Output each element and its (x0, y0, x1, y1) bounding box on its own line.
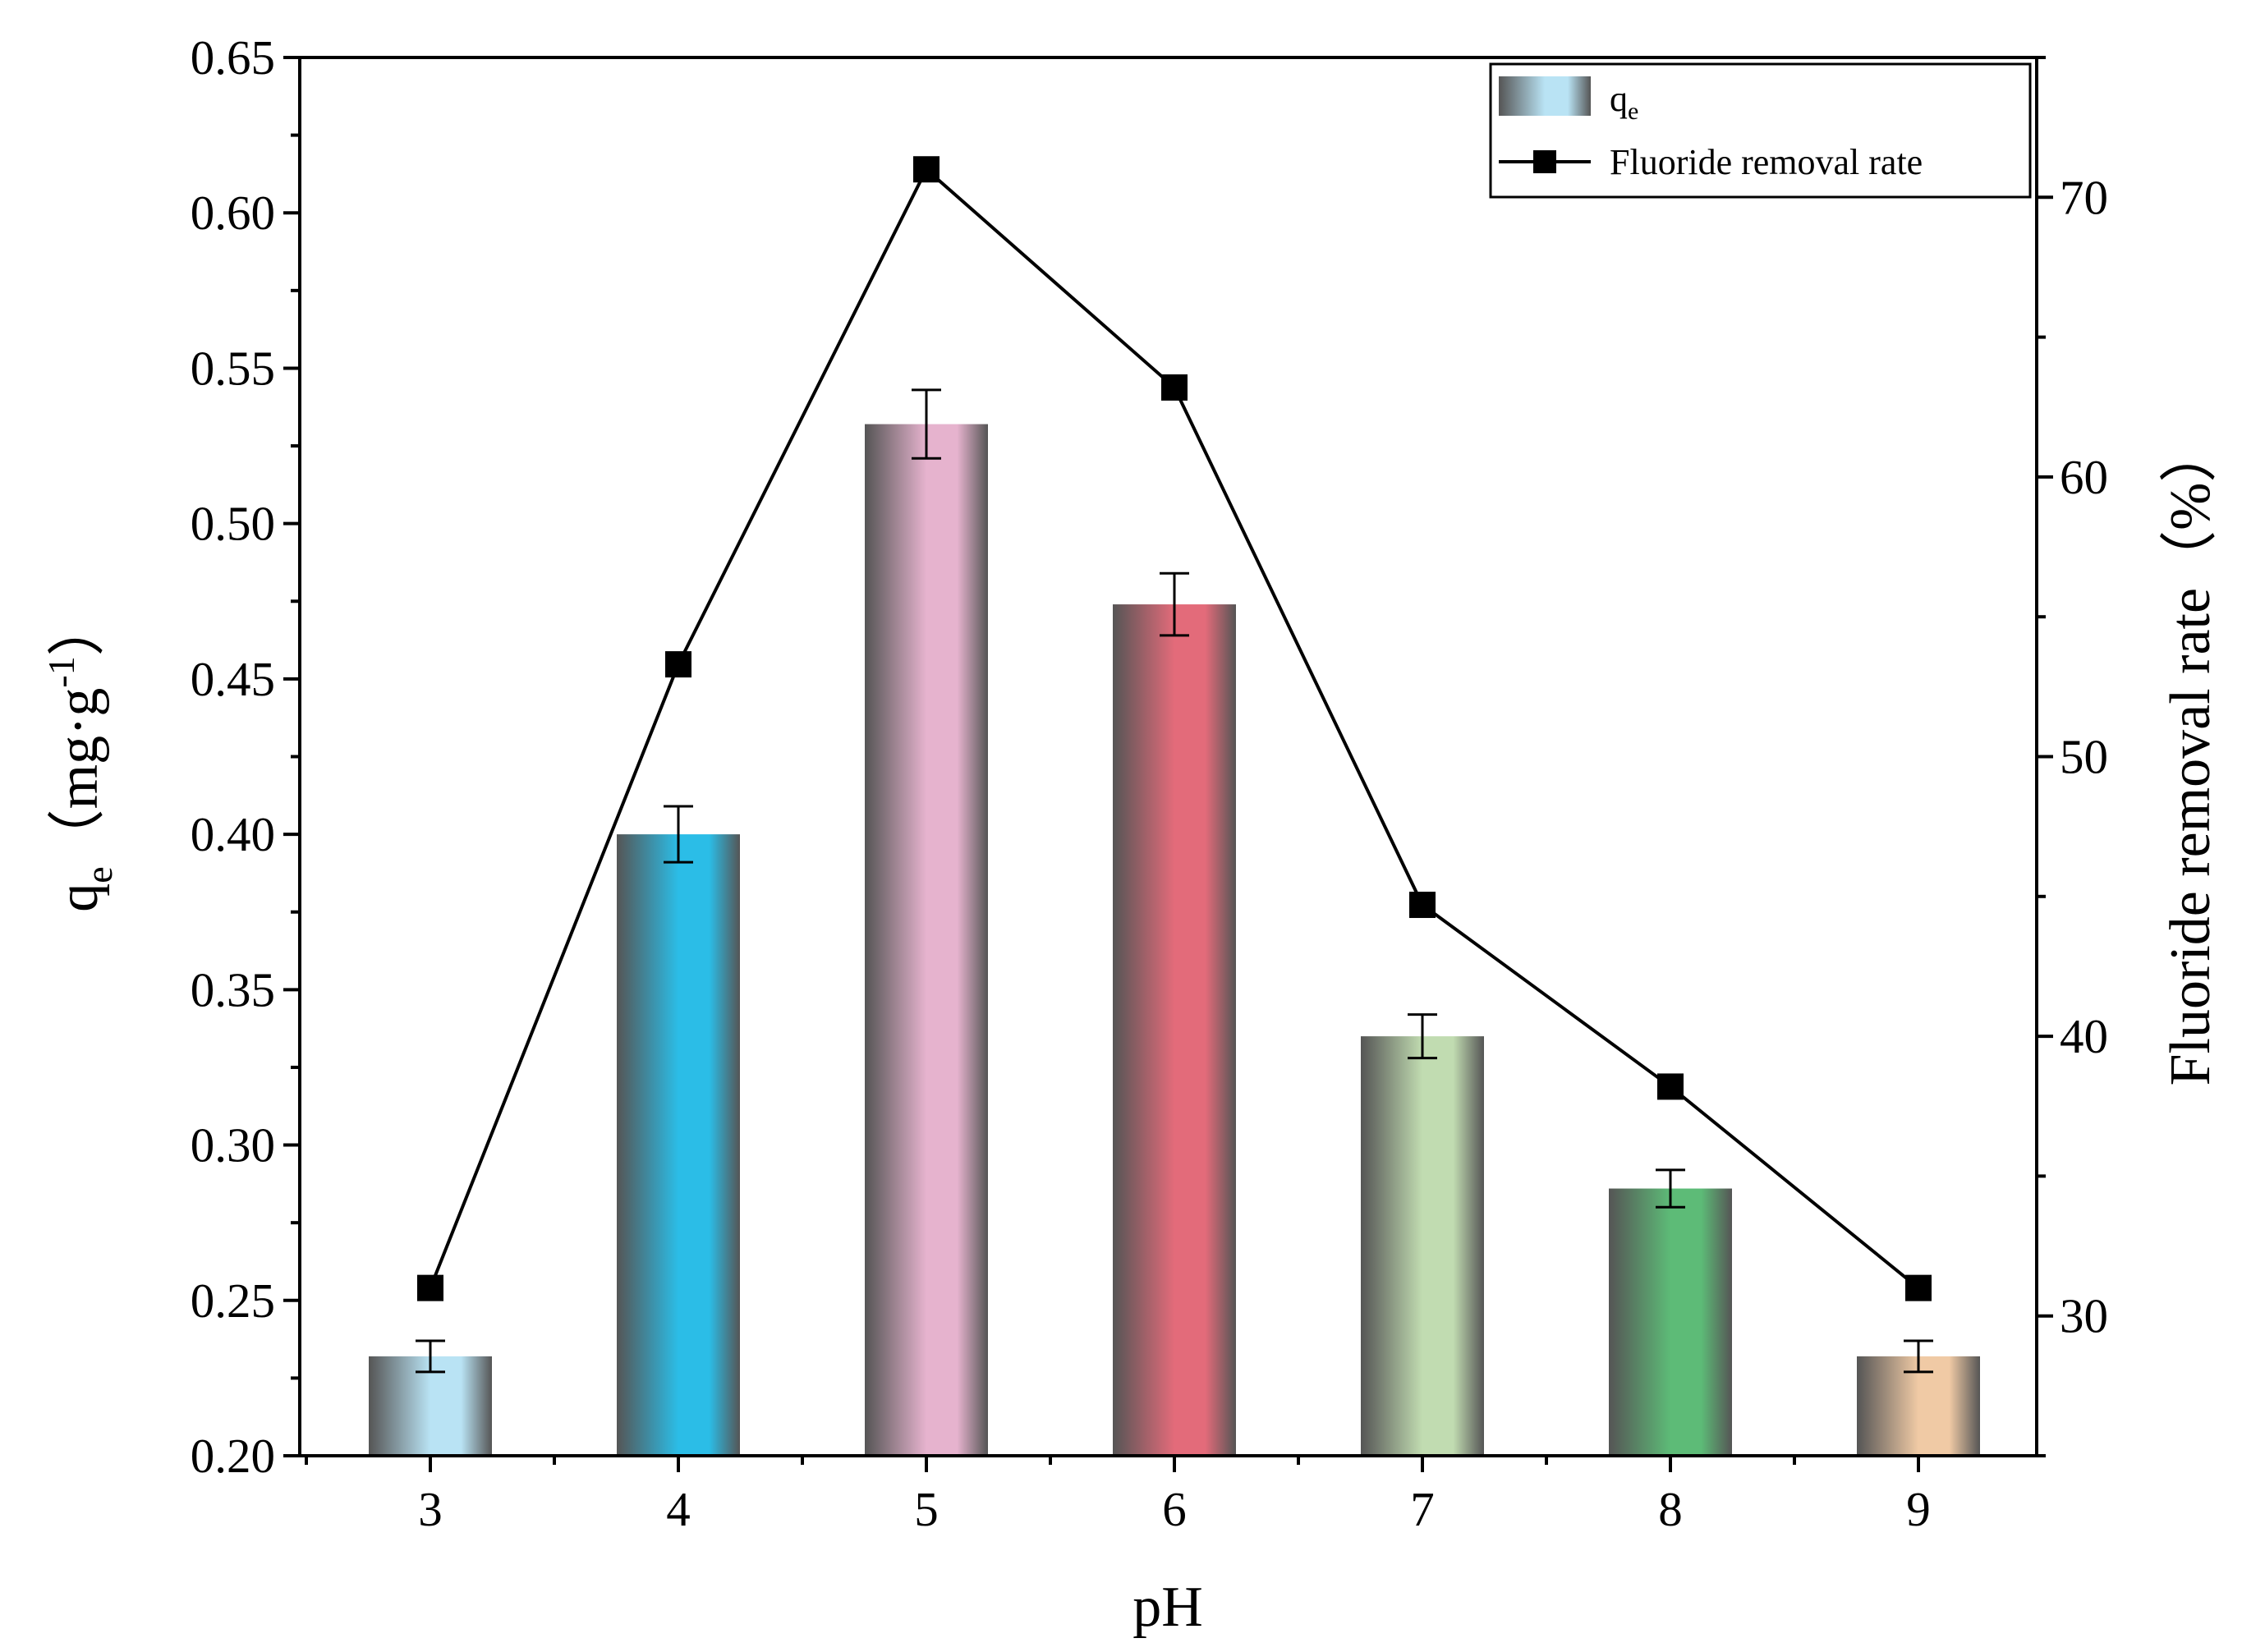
x-axis-ticks: 3 4 5 6 7 8 9 (305, 1456, 1931, 1536)
removal-rate-point-ph-9 (1905, 1274, 1932, 1301)
bar-ph-4 (617, 834, 740, 1456)
y-tick-label: 0.55 (191, 341, 275, 395)
removal-rate-point-ph-6 (1161, 374, 1188, 401)
y2-tick-label: 70 (2060, 170, 2108, 224)
legend-bar-swatch (1499, 76, 1591, 116)
left-axis-ticks: 0.20 0.25 0.30 0.35 0.40 0.45 0.50 0.55 0.60 0.65 (191, 30, 300, 1483)
bar-ph-8 (1609, 1188, 1732, 1456)
bar-series (369, 424, 1980, 1456)
x-tick-label: 7 (1410, 1482, 1435, 1536)
y-tick-label: 0.45 (191, 652, 275, 706)
error-bars (416, 388, 1933, 1374)
y2-tick-label: 30 (2060, 1289, 2108, 1343)
legend-bar-label: qe (1610, 79, 1638, 125)
bar-ph-7 (1361, 1036, 1484, 1456)
legend-line-marker (1533, 150, 1556, 173)
x-tick-label: 4 (666, 1482, 691, 1536)
removal-rate-point-ph-7 (1409, 892, 1436, 919)
legend: qe Fluoride removal rate (1489, 62, 2032, 199)
y-tick-label: 0.35 (191, 962, 275, 1016)
y2-tick-label: 50 (2060, 730, 2108, 784)
x-tick-label: 5 (914, 1482, 939, 1536)
legend-line-label: Fluoride removal rate (1610, 142, 1923, 182)
bar-ph-6 (1113, 604, 1236, 1456)
y2-tick-label: 60 (2060, 450, 2108, 504)
y-tick-label: 0.40 (191, 807, 275, 861)
right-axis-ticks: 30 40 50 60 70 (2037, 56, 2108, 1457)
x-axis-title: pH (1132, 1576, 1203, 1639)
removal-rate-point-ph-3 (417, 1274, 443, 1301)
x-tick-label: 6 (1162, 1482, 1187, 1536)
removal-rate-series (417, 156, 1932, 1301)
bar-ph-5 (865, 424, 988, 1456)
right-axis-title: Fluoride removal rate（%） (2159, 425, 2222, 1086)
y-tick-label: 0.60 (191, 186, 275, 240)
y-tick-label: 0.65 (191, 30, 275, 85)
left-axis-title: qe（mg·g-1） (40, 599, 120, 912)
removal-rate-point-ph-5 (913, 156, 940, 183)
removal-rate-point-ph-4 (665, 651, 691, 678)
x-tick-label: 3 (418, 1482, 443, 1536)
y-tick-label: 0.50 (191, 497, 275, 551)
x-tick-label: 9 (1906, 1482, 1931, 1536)
y2-tick-label: 40 (2060, 1009, 2108, 1063)
x-tick-label: 8 (1658, 1482, 1683, 1536)
y-tick-label: 0.25 (191, 1273, 275, 1328)
y-tick-label: 0.30 (191, 1118, 275, 1172)
removal-rate-point-ph-8 (1657, 1073, 1684, 1100)
y-tick-label: 0.20 (191, 1429, 275, 1483)
